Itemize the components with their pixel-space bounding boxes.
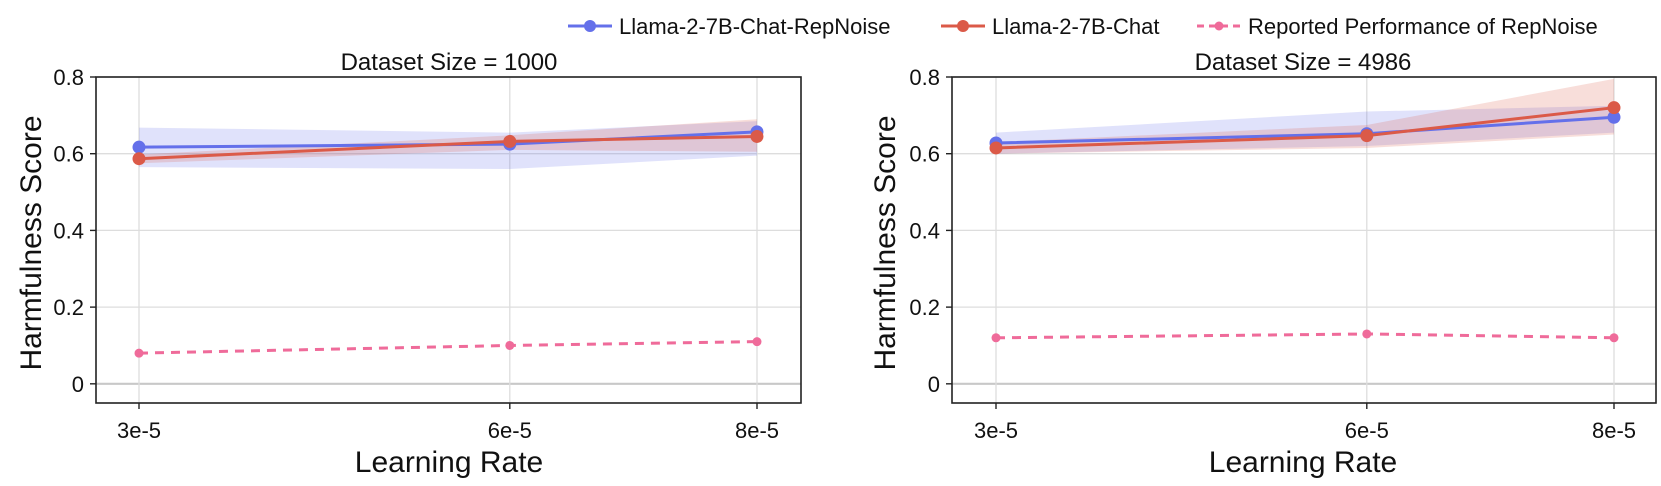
data-point-llama-2-7b-chat xyxy=(132,152,146,166)
x-axis-label: Learning Rate xyxy=(1209,446,1397,479)
legend-item-reported: Reported Performance of RepNoise xyxy=(1197,14,1598,39)
data-point-reported-performance-of-repnoise xyxy=(991,333,1001,343)
legend-label-repnoise: Llama-2-7B-Chat-RepNoise xyxy=(619,14,890,39)
y-tick-label: 0 xyxy=(928,372,940,397)
confidence-band-llama-2-7b-chat xyxy=(996,78,1614,154)
legend-label-chat: Llama-2-7B-Chat xyxy=(992,14,1160,39)
axes-frame xyxy=(95,76,802,404)
legend: Llama-2-7B-Chat-RepNoise Llama-2-7B-Chat… xyxy=(568,14,1598,39)
data-point-llama-2-7b-chat xyxy=(503,134,517,148)
x-tick-label: 6e-5 xyxy=(488,418,532,443)
x-tick-label: 3e-5 xyxy=(974,418,1018,443)
data-point-llama-2-7b-chat-repnoise xyxy=(132,140,146,154)
data-point-llama-2-7b-chat xyxy=(750,129,764,143)
y-tick-label: 0 xyxy=(72,372,84,397)
x-axis-label: Learning Rate xyxy=(355,446,543,479)
legend-marker-reported xyxy=(1214,21,1224,31)
gridlines xyxy=(96,76,801,403)
axes-frame xyxy=(951,76,1657,404)
legend-item-chat: Llama-2-7B-Chat xyxy=(941,14,1160,39)
x-tick-label: 6e-5 xyxy=(1345,418,1389,443)
y-tick-label: 0.4 xyxy=(909,218,940,243)
data-point-llama-2-7b-chat xyxy=(1607,101,1621,115)
y-tick-label: 0.8 xyxy=(53,65,84,90)
x-tick-label: 3e-5 xyxy=(117,418,161,443)
data-point-reported-performance-of-repnoise xyxy=(1362,329,1372,339)
y-tick-label: 0.6 xyxy=(53,142,84,167)
y-tick-label: 0.4 xyxy=(53,218,84,243)
legend-item-repnoise: Llama-2-7B-Chat-RepNoise xyxy=(568,14,890,39)
panel-title: Dataset Size = 1000 xyxy=(341,49,558,76)
legend-marker-chat xyxy=(957,20,969,32)
y-tick-label: 0.2 xyxy=(909,295,940,320)
y-tick-label: 0.8 xyxy=(909,65,940,90)
y-axis-label: Harmfulness Score xyxy=(869,115,902,370)
data-point-llama-2-7b-chat-repnoise xyxy=(1607,110,1621,124)
y-tick-label: 0.6 xyxy=(909,142,940,167)
data-point-reported-performance-of-repnoise xyxy=(1609,333,1619,343)
data-point-llama-2-7b-chat xyxy=(989,141,1003,155)
data-point-reported-performance-of-repnoise xyxy=(752,337,762,347)
panel-dataset-4986: Dataset Size = 4986 0 0.2 0.4 0.6 0.8 3e-5 6e-… xyxy=(869,49,1657,479)
legend-label-reported: Reported Performance of RepNoise xyxy=(1248,14,1598,39)
data-point-reported-performance-of-repnoise xyxy=(505,340,515,350)
plot-area: 0 0.2 0.4 0.6 0.8 3e-5 6e-5 8e-5 xyxy=(909,65,1657,443)
x-tick-label: 8e-5 xyxy=(1592,418,1636,443)
panel-title: Dataset Size = 4986 xyxy=(1195,49,1412,76)
series-line-reported-performance-of-repnoise xyxy=(138,340,758,355)
x-tick-label: 8e-5 xyxy=(735,418,779,443)
panel-dataset-1000: Dataset Size = 1000 0 0.2 0.4 0.6 0.8 3e-5 6e-… xyxy=(15,49,802,479)
legend-marker-repnoise xyxy=(584,20,596,32)
series-line-reported-performance-of-repnoise xyxy=(995,332,1615,340)
data-point-llama-2-7b-chat xyxy=(1360,129,1374,143)
plot-area: 0 0.2 0.4 0.6 0.8 3e-5 6e-5 8e-5 xyxy=(53,65,802,443)
data-point-reported-performance-of-repnoise xyxy=(134,348,144,358)
y-axis-label: Harmfulness Score xyxy=(15,115,48,370)
y-tick-label: 0.2 xyxy=(53,295,84,320)
